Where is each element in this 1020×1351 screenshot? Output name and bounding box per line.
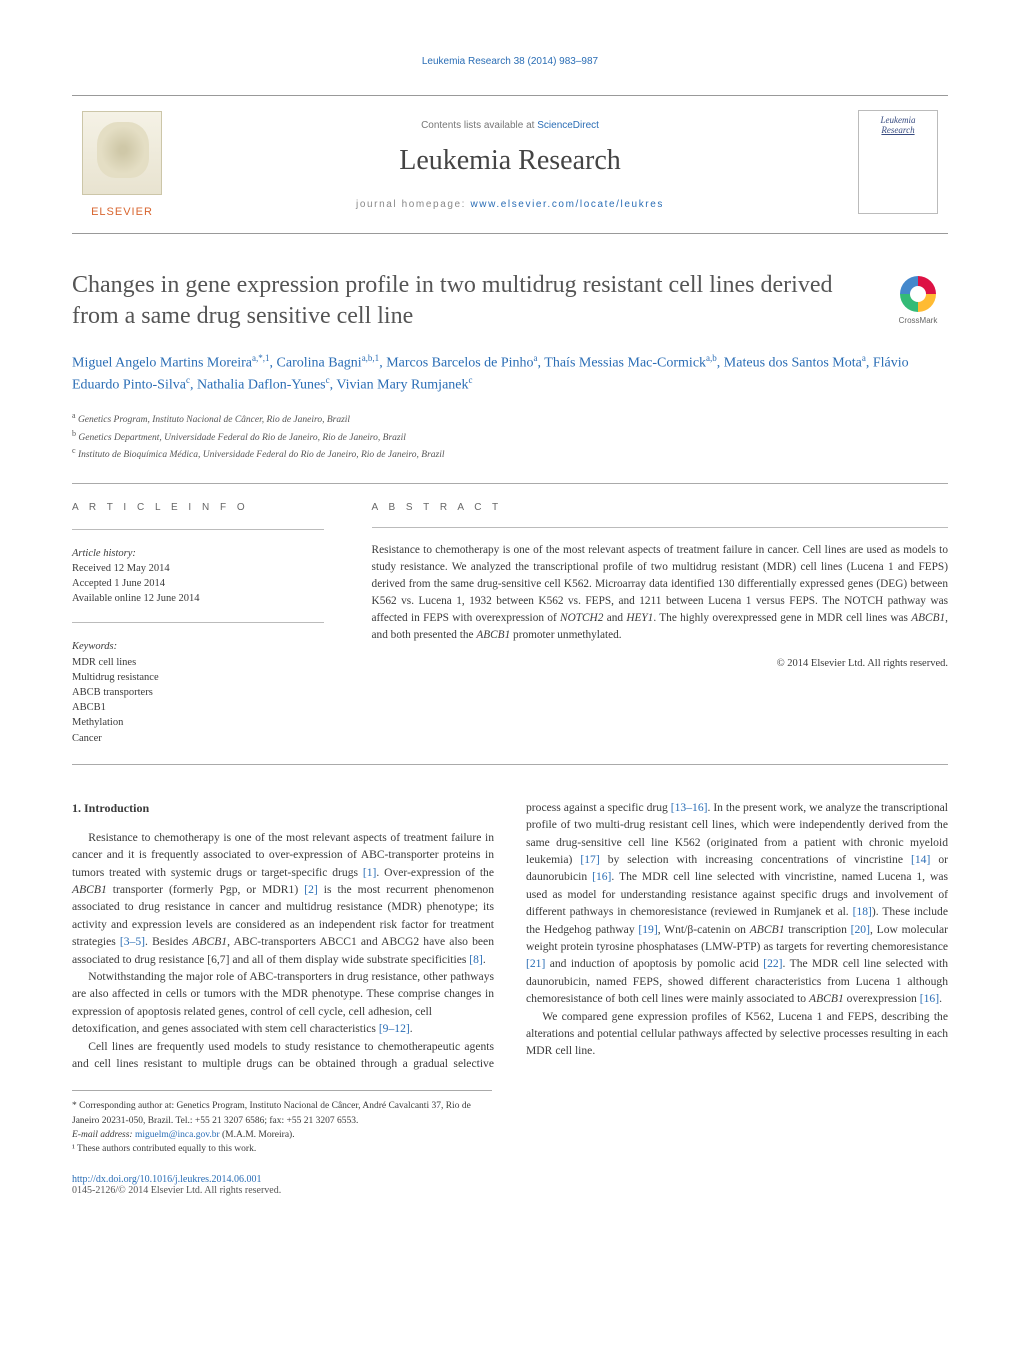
abstract-copyright: © 2014 Elsevier Ltd. All rights reserved… xyxy=(372,658,948,669)
info-block: A R T I C L E I N F O Article history: R… xyxy=(72,483,948,765)
citation-link[interactable]: [16] xyxy=(592,870,611,883)
footnotes: * Corresponding author at: Genetics Prog… xyxy=(72,1090,492,1156)
keywords: Keywords: MDR cell lines Multidrug resis… xyxy=(72,639,324,746)
citation-link[interactable]: [22] xyxy=(763,957,782,970)
citation-link[interactable]: [8] xyxy=(469,953,483,966)
affiliation-c: c Instituto de Bioquímica Médica, Univer… xyxy=(72,445,948,462)
article-history: Article history: Received 12 May 2014 Ac… xyxy=(72,546,324,607)
email-link[interactable]: miguelm@inca.gov.br xyxy=(135,1130,220,1140)
keyword-item: MDR cell lines xyxy=(72,655,324,670)
homepage-prefix: journal homepage: xyxy=(356,199,470,210)
body-columns: 1. Introduction Resistance to chemothera… xyxy=(72,799,948,1072)
keyword-item: Multidrug resistance xyxy=(72,670,324,685)
affiliation-a: a Genetics Program, Instituto Nacional d… xyxy=(72,410,948,427)
cover-line2: Research xyxy=(881,125,914,135)
history-received: Received 12 May 2014 xyxy=(72,561,324,576)
crossmark-icon xyxy=(900,276,936,312)
cover-thumb-block: LeukemiaResearch xyxy=(848,110,948,219)
authors: Miguel Angelo Martins Moreiraa,*,1, Caro… xyxy=(72,352,948,396)
journal-cover-icon: LeukemiaResearch xyxy=(858,110,938,214)
citation-link[interactable]: [17] xyxy=(580,853,599,866)
section-1-heading: 1. Introduction xyxy=(72,799,494,817)
article-info-label: A R T I C L E I N F O xyxy=(72,502,324,513)
keyword-item: ABCB transporters xyxy=(72,685,324,700)
citation-link[interactable]: [1] xyxy=(363,866,377,879)
affiliation-b: b Genetics Department, Universidade Fede… xyxy=(72,428,948,445)
doi-block: http://dx.doi.org/10.1016/j.leukres.2014… xyxy=(72,1174,948,1196)
email-line: E-mail address: miguelm@inca.gov.br (M.A… xyxy=(72,1128,492,1142)
masthead: ELSEVIER Contents lists available at Sci… xyxy=(72,95,948,234)
citation-link[interactable]: [18] xyxy=(853,905,872,918)
abstract-text: Resistance to chemotherapy is one of the… xyxy=(372,542,948,645)
para-5: We compared gene expression profiles of … xyxy=(526,1008,948,1060)
equal-contrib-note: ¹ These authors contributed equally to t… xyxy=(72,1142,492,1156)
keywords-label: Keywords: xyxy=(72,639,324,654)
history-label: Article history: xyxy=(72,546,324,561)
crossmark-badge[interactable]: CrossMark xyxy=(888,276,948,325)
citation-link[interactable]: [9–12] xyxy=(379,1022,410,1035)
article-title: Changes in gene expression profile in tw… xyxy=(72,270,868,332)
para-3-lead: detoxification, and genes associated wit… xyxy=(72,1020,494,1037)
citation-link[interactable]: [21] xyxy=(526,957,545,970)
history-online: Available online 12 June 2014 xyxy=(72,591,324,606)
citation-link[interactable]: [19] xyxy=(638,923,657,936)
elsevier-tree-icon xyxy=(82,111,162,195)
history-accepted: Accepted 1 June 2014 xyxy=(72,576,324,591)
running-head: Leukemia Research 38 (2014) 983–987 xyxy=(72,56,948,67)
affiliations: a Genetics Program, Instituto Nacional d… xyxy=(72,410,948,462)
corresponding-author-note: * Corresponding author at: Genetics Prog… xyxy=(72,1099,492,1128)
citation-link[interactable]: [16] xyxy=(920,992,939,1005)
abstract-label: A B S T R A C T xyxy=(372,502,948,513)
issn-copyright: 0145-2126/© 2014 Elsevier Ltd. All right… xyxy=(72,1185,281,1196)
title-row: Changes in gene expression profile in tw… xyxy=(72,270,948,332)
doi-link[interactable]: http://dx.doi.org/10.1016/j.leukres.2014… xyxy=(72,1174,262,1185)
contents-line: Contents lists available at ScienceDirec… xyxy=(172,120,848,131)
article-info: A R T I C L E I N F O Article history: R… xyxy=(72,484,344,764)
keyword-item: Cancer xyxy=(72,731,324,746)
citation-link[interactable]: [14] xyxy=(911,853,930,866)
cover-line1: Leukemia xyxy=(881,115,916,125)
publisher-block: ELSEVIER xyxy=(72,111,172,218)
keyword-item: ABCB1 xyxy=(72,700,324,715)
keyword-item: Methylation xyxy=(72,715,324,730)
page: Leukemia Research 38 (2014) 983–987 ELSE… xyxy=(0,0,1020,1236)
homepage-link[interactable]: www.elsevier.com/locate/leukres xyxy=(470,199,664,210)
abstract-block: A B S T R A C T Resistance to chemothera… xyxy=(344,484,948,764)
sciencedirect-link[interactable]: ScienceDirect xyxy=(537,120,599,131)
citation-link[interactable]: [3–5] xyxy=(120,935,145,948)
crossmark-label: CrossMark xyxy=(888,316,948,325)
homepage-line: journal homepage: www.elsevier.com/locat… xyxy=(172,199,848,210)
journal-title: Leukemia Research xyxy=(172,145,848,177)
masthead-center: Contents lists available at ScienceDirec… xyxy=(172,120,848,210)
publisher-brand: ELSEVIER xyxy=(72,206,172,218)
citation-link[interactable]: [2] xyxy=(304,883,318,896)
contents-prefix: Contents lists available at xyxy=(421,120,537,131)
citation-link[interactable]: [20] xyxy=(851,923,870,936)
para-2: Notwithstanding the major role of ABC-tr… xyxy=(72,968,494,1020)
citation-link[interactable]: [13–16] xyxy=(671,801,708,814)
para-1: Resistance to chemotherapy is one of the… xyxy=(72,829,494,968)
